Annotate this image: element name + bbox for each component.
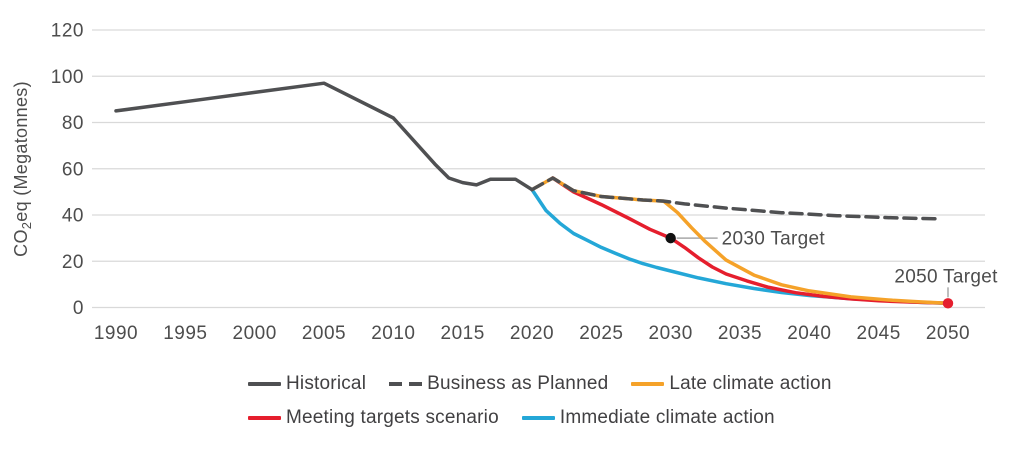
- x-tick-label: 1995: [163, 323, 207, 344]
- x-tick-label: 2025: [579, 323, 623, 344]
- annotations: 2030 Target 2050 Target: [665, 229, 998, 309]
- legend-item-historical: Historical: [248, 372, 366, 396]
- legend-item-meeting-targets-scenario: Meeting targets scenario: [248, 406, 499, 430]
- gridlines: [92, 29, 985, 309]
- legend-label: Meeting targets scenario: [286, 407, 499, 428]
- y-tick-label: 20: [62, 252, 84, 273]
- y-tick-labels: 0 20 40 60 80 100 120: [51, 21, 84, 320]
- x-tick-label: 2045: [857, 323, 901, 344]
- x-tick-label: 2010: [371, 323, 415, 344]
- legend-label: Late climate action: [669, 373, 832, 394]
- y-axis-title-group: CO2eq (Megatonnes): [11, 81, 34, 257]
- target-dot: [942, 298, 954, 309]
- x-tick-label: 2020: [510, 323, 554, 344]
- legend-item-immediate-climate-action: Immediate climate action: [521, 406, 775, 430]
- legend-swatch-meeting-targets-scenario: [248, 416, 281, 420]
- y-tick-label: 100: [51, 67, 84, 88]
- annotation-leaders: [676, 237, 949, 298]
- legend-row-2: Meeting targets scenario Immediate clima…: [248, 406, 832, 430]
- legend-label: Immediate climate action: [559, 407, 775, 428]
- legend-label: Historical: [286, 373, 367, 394]
- x-tick-label: 2015: [441, 323, 485, 344]
- x-tick-label: 2050: [926, 323, 970, 344]
- series-line-meeting-targets-scenario: [551, 176, 950, 306]
- y-tick-label: 80: [62, 113, 84, 134]
- legend-item-late-climate-action: Late climate action: [631, 372, 831, 396]
- legend-swatch-immediate-climate-action: [521, 416, 555, 420]
- legend-swatch-late-climate-action: [631, 382, 665, 386]
- series-lines: [114, 81, 950, 306]
- x-tick-label: 2035: [718, 323, 762, 344]
- y-tick-label: 60: [62, 159, 84, 180]
- y-tick-label: 0: [73, 298, 84, 319]
- x-tick-label: 2030: [649, 323, 693, 344]
- legend-swatch-business-as-planned: [389, 382, 423, 386]
- x-tick-label: 2000: [233, 323, 277, 344]
- legend-row-1: Historical Business as Planned Late clim…: [248, 372, 832, 396]
- annotation-label: 2050 Target: [894, 266, 998, 287]
- x-tick-label: 2005: [302, 323, 346, 344]
- legend-label: Business as Planned: [427, 373, 609, 394]
- x-tick-label: 1990: [94, 323, 138, 344]
- series-line-historical: [114, 81, 534, 192]
- chart-legend: Historical Business as Planned Late clim…: [248, 372, 832, 430]
- y-axis-title: CO2eq (Megatonnes): [11, 81, 34, 257]
- legend-swatch-historical: [248, 382, 281, 386]
- x-tick-labels: 1990 1995 2000 2005 2010 2015 2020 2025 2030 2035…: [94, 323, 970, 344]
- series-line-business-as-planned: [530, 176, 943, 221]
- y-tick-label: 120: [51, 21, 84, 42]
- x-tick-label: 2040: [787, 323, 831, 344]
- legend-item-business-as-planned: Business as Planned: [389, 372, 608, 396]
- target-dot: [665, 232, 676, 244]
- y-tick-label: 40: [62, 206, 84, 227]
- annotation-label: 2030 Target: [722, 229, 826, 250]
